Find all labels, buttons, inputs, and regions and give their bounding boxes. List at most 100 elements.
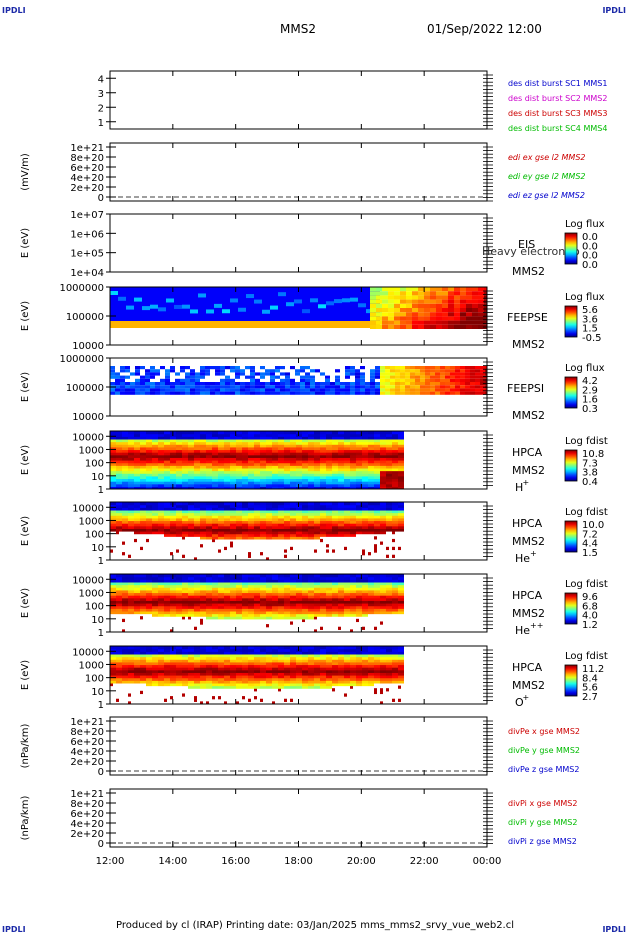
y-axis-label: (mV/m) [20, 153, 31, 191]
species-charge: + [523, 693, 530, 702]
overlay-label: Heavy electron to [482, 245, 580, 258]
instrument-label: HPCA MMS2 He ++ [512, 589, 545, 637]
species-charge: + [523, 478, 530, 487]
colorbar-tick: 6.8 [582, 601, 598, 612]
spacecraft-name: MMS2 [512, 607, 545, 620]
y-tick-label: 1 [98, 628, 104, 639]
x-tick-label: 14:00 [158, 856, 187, 867]
species-label: H [515, 481, 523, 494]
colorbar-tick: 4.2 [582, 376, 598, 387]
y-tick-label: 100000 [66, 312, 104, 323]
y-tick-label: 0 [98, 839, 104, 850]
x-tick-label: 16:00 [221, 856, 250, 867]
colorbar-tick: 4.0 [582, 611, 598, 622]
y-tick-label: 10 [91, 543, 104, 554]
colorbar-tick: 1.5 [582, 548, 598, 559]
y-axis-label: (nPa/km) [20, 796, 31, 841]
y-tick-label: 4e+20 [70, 819, 104, 830]
y-tick-label: 0 [98, 767, 104, 778]
spectrogram-heplusplus [110, 574, 404, 632]
y-tick-label: 1e+21 [70, 717, 104, 728]
colorbar-tick: 2.7 [582, 692, 598, 703]
instrument-name: HPCA [512, 517, 543, 530]
colorbar: Log fdist 10.87.33.80.4 [564, 436, 608, 488]
colorbar: Log flux 5.63.61.5-0.5 [564, 292, 605, 344]
spectrogram-oplus [110, 646, 404, 704]
footer-credits: Produced by cl (IRAP) Printing date: 03/… [115, 920, 515, 931]
instrument-label: EIS MMS2 Heavy electron to [482, 238, 580, 278]
colorbar-tick: 0.0 [582, 251, 598, 262]
panel-frame [109, 70, 488, 130]
colorbar-tick: 0.3 [582, 404, 598, 415]
logo-top-right: IPDLI [602, 6, 626, 15]
colorbar-title: Log fdist [565, 651, 608, 662]
y-tick-label: 100 [85, 674, 104, 685]
y-tick-label: 1 [98, 556, 104, 567]
y-tick-label: 100 [85, 459, 104, 470]
colorbar-gradient [564, 305, 578, 338]
colorbar-title: Log flux [565, 292, 605, 303]
y-tick-label: 10 [91, 472, 104, 483]
logo-bottom-right: IPDLI [602, 925, 626, 934]
y-tick-label: 3 [98, 89, 104, 100]
legend-entry: divPi y gse MMS2 [508, 818, 577, 827]
colorbar-tick: 5.6 [582, 305, 598, 316]
y-tick-label: 1e+21 [70, 143, 104, 154]
y-tick-label: 1000 [79, 588, 104, 599]
y-tick-label: 8e+20 [70, 153, 104, 164]
y-axis-label: E (eV) [20, 301, 31, 331]
colorbar-gradient [564, 592, 578, 625]
y-tick-label: 100000 [66, 383, 104, 394]
colorbar: Log fdist 10.07.24.41.5 [564, 507, 608, 559]
panel-frame [109, 716, 488, 776]
colorbar-gradient [564, 449, 578, 482]
x-tick-label: 22:00 [410, 856, 439, 867]
y-tick-label: 1 [98, 118, 104, 129]
colorbar-tick: 1.6 [582, 395, 598, 406]
spacecraft-name: MMS2 [512, 679, 545, 692]
mission-title: MMS2 [280, 22, 316, 36]
panel-frame [109, 213, 488, 273]
spectrogram-hplus [110, 431, 404, 489]
instrument-label: HPCA MMS2 He + [512, 517, 545, 565]
y-tick-label: 10000 [72, 503, 104, 514]
species-charge: + [530, 549, 537, 558]
y-tick-label: 1e+06 [70, 229, 104, 240]
instrument-name: HPCA [512, 589, 543, 602]
spacecraft-name: MMS2 [512, 535, 545, 548]
instrument-label: HPCA MMS2 H + [512, 446, 545, 494]
colorbar-tick: 0.0 [582, 241, 598, 252]
colorbar: Log fdist 11.28.45.62.7 [564, 651, 608, 703]
instrument-label: HPCA MMS2 O+ [512, 661, 545, 709]
y-tick-label: 2e+20 [70, 183, 104, 194]
y-axis-label: E (eV) [20, 228, 31, 258]
x-tick-label: 18:00 [284, 856, 313, 867]
legend-entry: des dist burst SC1 MMS1 [508, 79, 607, 88]
y-tick-label: 10000 [72, 647, 104, 658]
colorbar-tick: 10.0 [582, 520, 604, 531]
instrument-label: FEEPSI MMS2 [507, 382, 545, 422]
colorbar-title: Log fdist [565, 579, 608, 590]
panel-8: 10000 1000 100 10 1 E (eV) HPCA MMS2 He ++ Log fdi… [20, 573, 608, 639]
x-tick-label: 20:00 [347, 856, 376, 867]
panel-4: 1000000 100000 10000 E (eV) FEEPSE MMS2 Log fl… [20, 283, 605, 352]
species-charge: ++ [530, 621, 543, 630]
y-tick-label: 10000 [72, 575, 104, 586]
colorbar-tick: 3.6 [582, 314, 598, 325]
colorbar-title: Log fdist [565, 436, 608, 447]
y-axis-label: E (eV) [20, 660, 31, 690]
x-axis: 12:00 14:00 16:00 18:00 20:00 22:00 00:00 [96, 71, 501, 867]
legend-entry: edi ex gse l2 MMS2 [508, 153, 586, 162]
y-tick-label: 100 [85, 602, 104, 613]
y-axis-label: E (eV) [20, 445, 31, 475]
colorbar-tick: 11.2 [582, 664, 604, 675]
spectrogram-feepsi [110, 366, 487, 395]
colorbar-tick: 1.2 [582, 620, 598, 631]
colorbar-gradient [564, 232, 578, 265]
colorbar-tick: 9.6 [582, 592, 598, 603]
y-tick-label: 6e+20 [70, 737, 104, 748]
spacecraft-name: MMS2 [512, 464, 545, 477]
